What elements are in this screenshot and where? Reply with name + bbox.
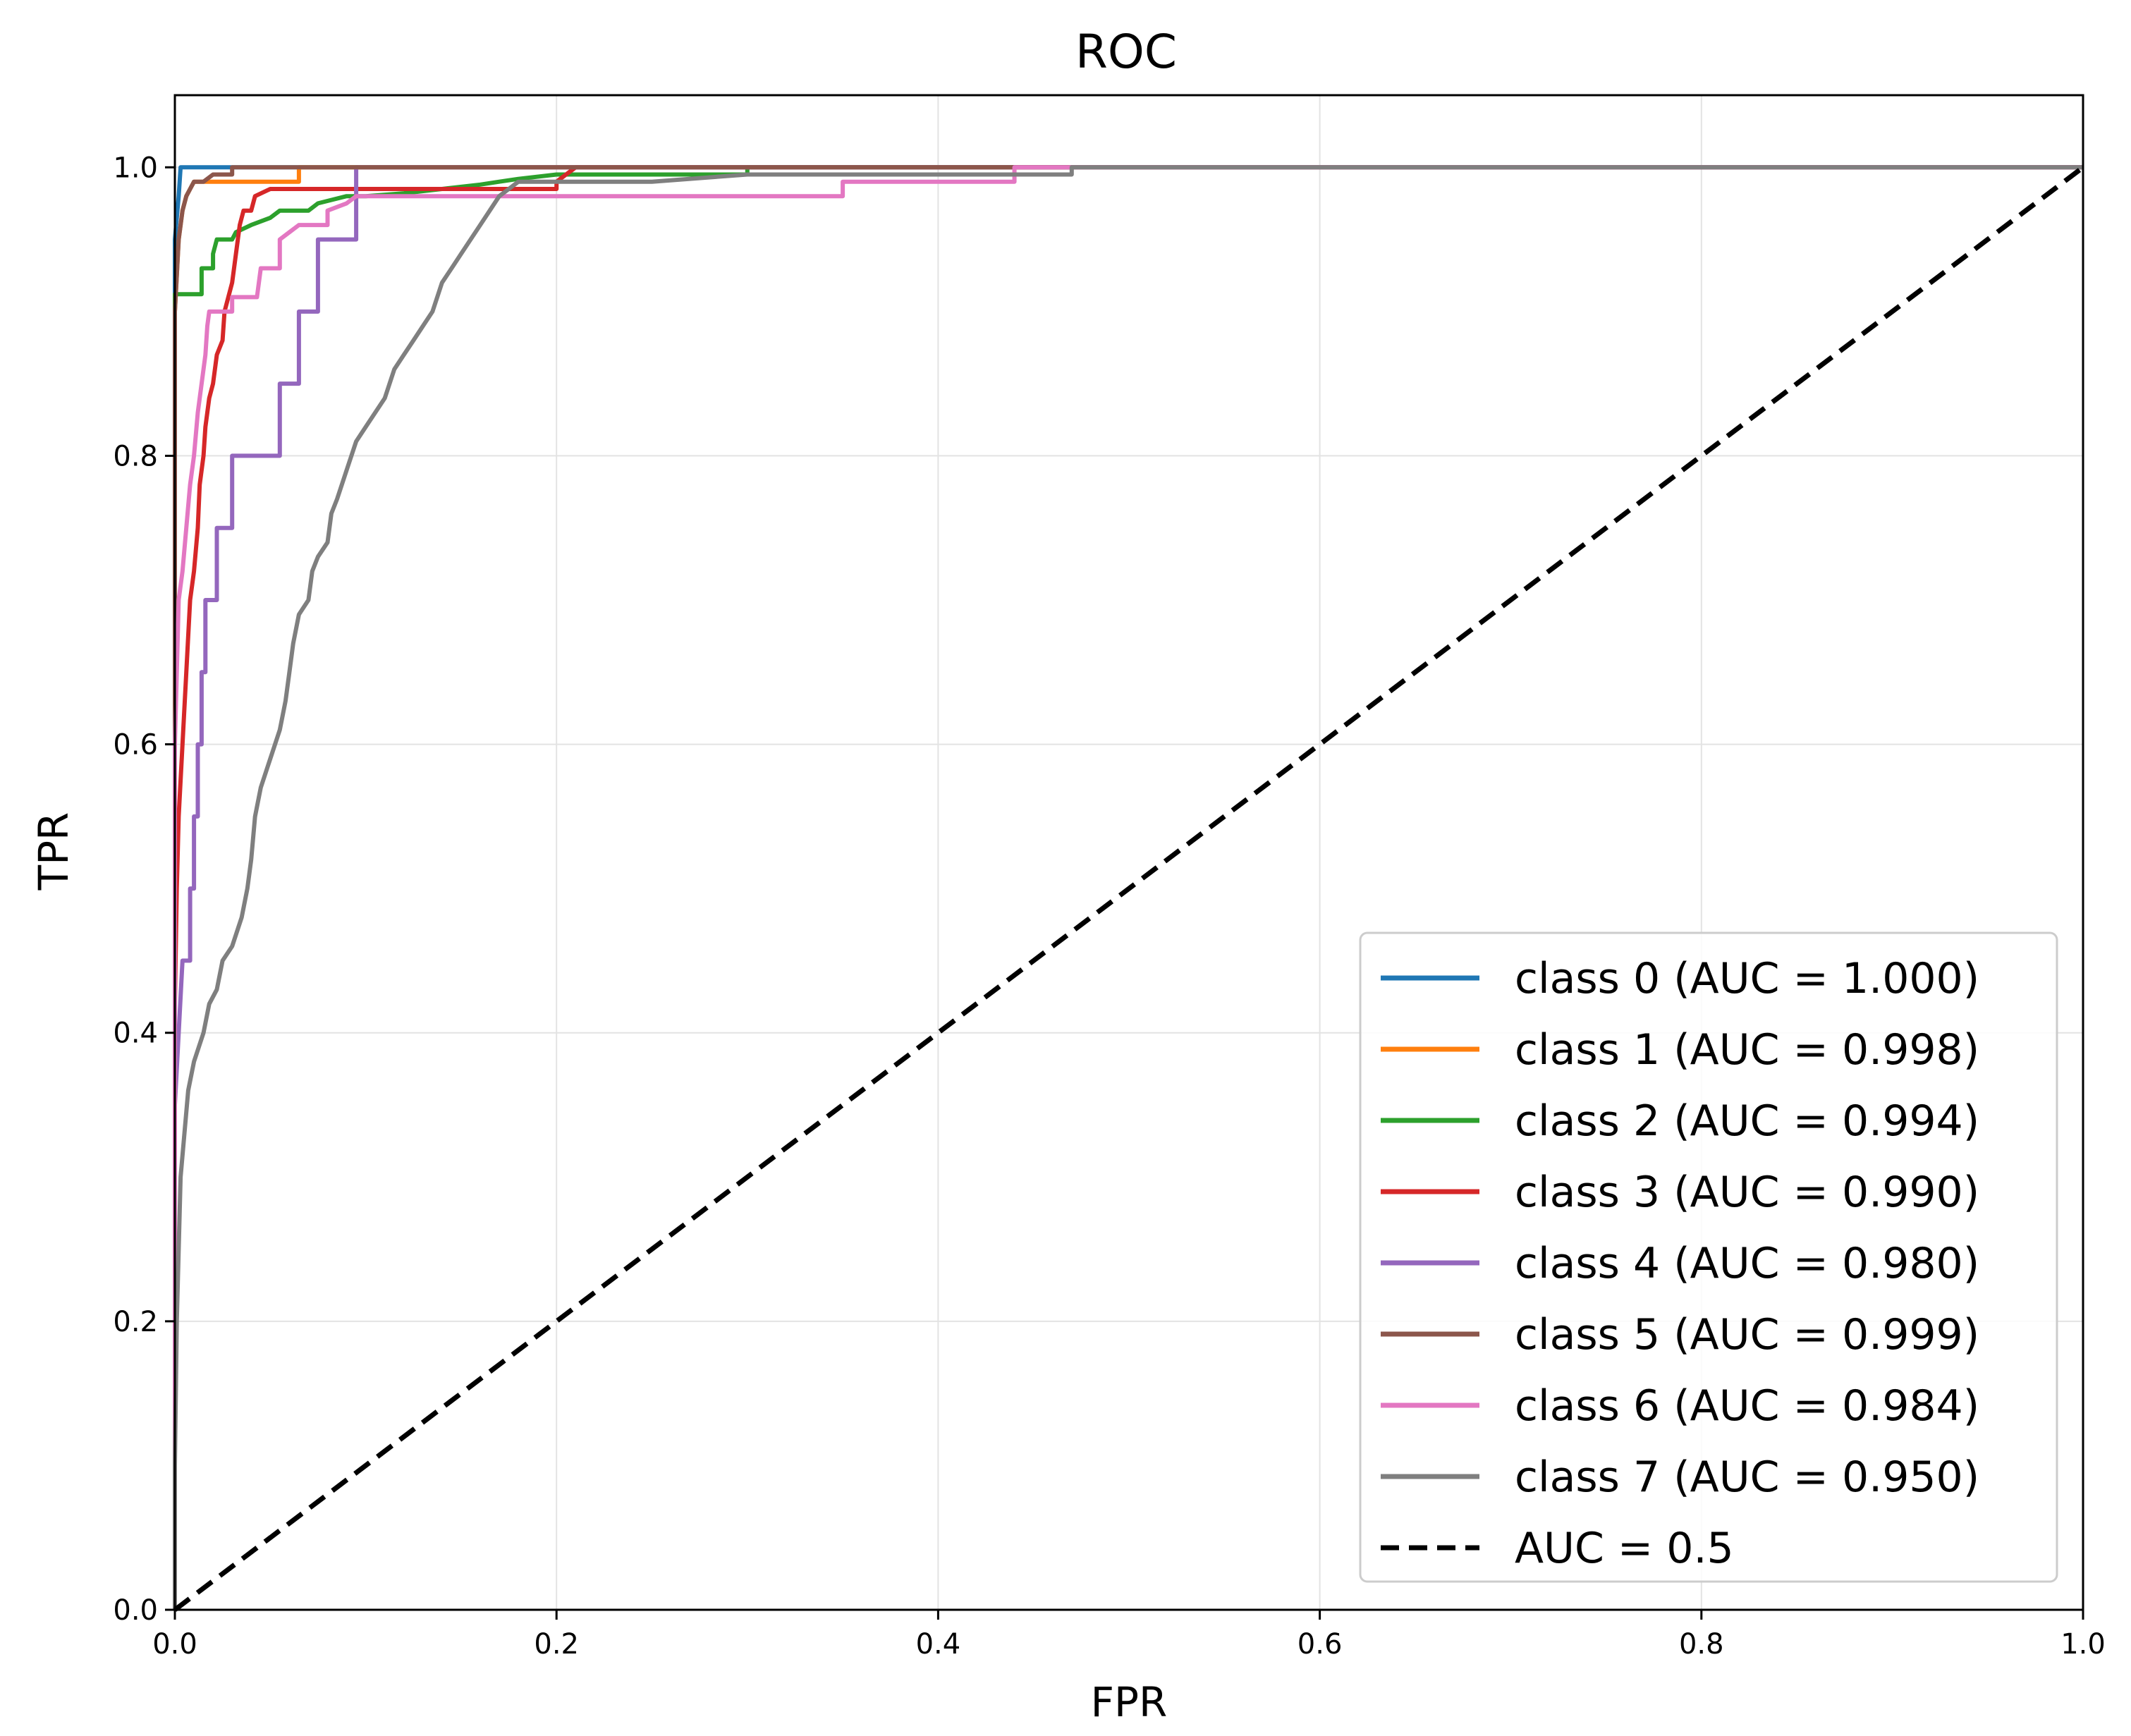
legend-frame (1359, 931, 2058, 1583)
roc-curves (173, 165, 2085, 1612)
y-tick-label-3: 0.6 (113, 729, 158, 762)
legend: class 0 (AUC = 1.000) class 1 (AUC = 0.99… (1359, 931, 2058, 1583)
roc-curve-class-7 (173, 165, 2083, 1610)
x-axis-label: FPR (1091, 1678, 1168, 1726)
axis-ticks: 0.0 0.2 0.4 0.6 0.8 1.0 0.0 0.2 0.4 0.6 0.8 1.0 (113, 152, 2105, 1661)
legend-label-3: class 3 (AUC = 0.990) (1515, 1168, 1979, 1217)
legend-items: class 0 (AUC = 1.000) class 1 (AUC = 0.99… (1381, 954, 1979, 1573)
legend-label-7: class 7 (AUC = 0.950) (1515, 1453, 1979, 1502)
legend-label-4: class 4 (AUC = 0.980) (1515, 1239, 1979, 1288)
y-tick-label-4: 0.8 (113, 440, 158, 472)
x-tick-label-4: 0.8 (1679, 1628, 1724, 1661)
y-tick-label-1: 0.2 (113, 1306, 158, 1338)
legend-label-5: class 5 (AUC = 0.999) (1515, 1310, 1979, 1359)
y-tick-label-5: 1.0 (113, 152, 158, 184)
x-tick-label-3: 0.6 (1297, 1628, 1343, 1661)
x-tick-label-2: 0.4 (916, 1628, 961, 1661)
legend-label-2: class 2 (AUC = 0.994) (1515, 1096, 1979, 1146)
x-tick-label-1: 0.2 (534, 1628, 579, 1661)
y-axis-label: TPR (30, 812, 78, 891)
y-tick-label-2: 0.4 (113, 1017, 158, 1050)
roc-curve-class-2 (173, 165, 2083, 1610)
chart-title: ROC (1075, 25, 1177, 79)
reference-diagonal-line (173, 165, 2085, 1612)
x-tick-label-5: 1.0 (2060, 1628, 2106, 1661)
y-tick-label-0: 0.0 (113, 1594, 158, 1627)
legend-label-8: AUC = 0.5 (1515, 1524, 1734, 1573)
roc-curve-class-4 (173, 165, 2083, 1610)
roc-curve-class-6 (173, 165, 2083, 1610)
plot-area-frame (173, 94, 2084, 1611)
legend-label-1: class 1 (AUC = 0.998) (1515, 1025, 1979, 1075)
legend-label-6: class 6 (AUC = 0.984) (1515, 1381, 1979, 1431)
roc-curve-class-5 (173, 165, 2083, 1610)
grid (174, 95, 2084, 1610)
x-tick-label-0: 0.0 (152, 1628, 197, 1661)
legend-label-0: class 0 (AUC = 1.000) (1515, 954, 1979, 1003)
